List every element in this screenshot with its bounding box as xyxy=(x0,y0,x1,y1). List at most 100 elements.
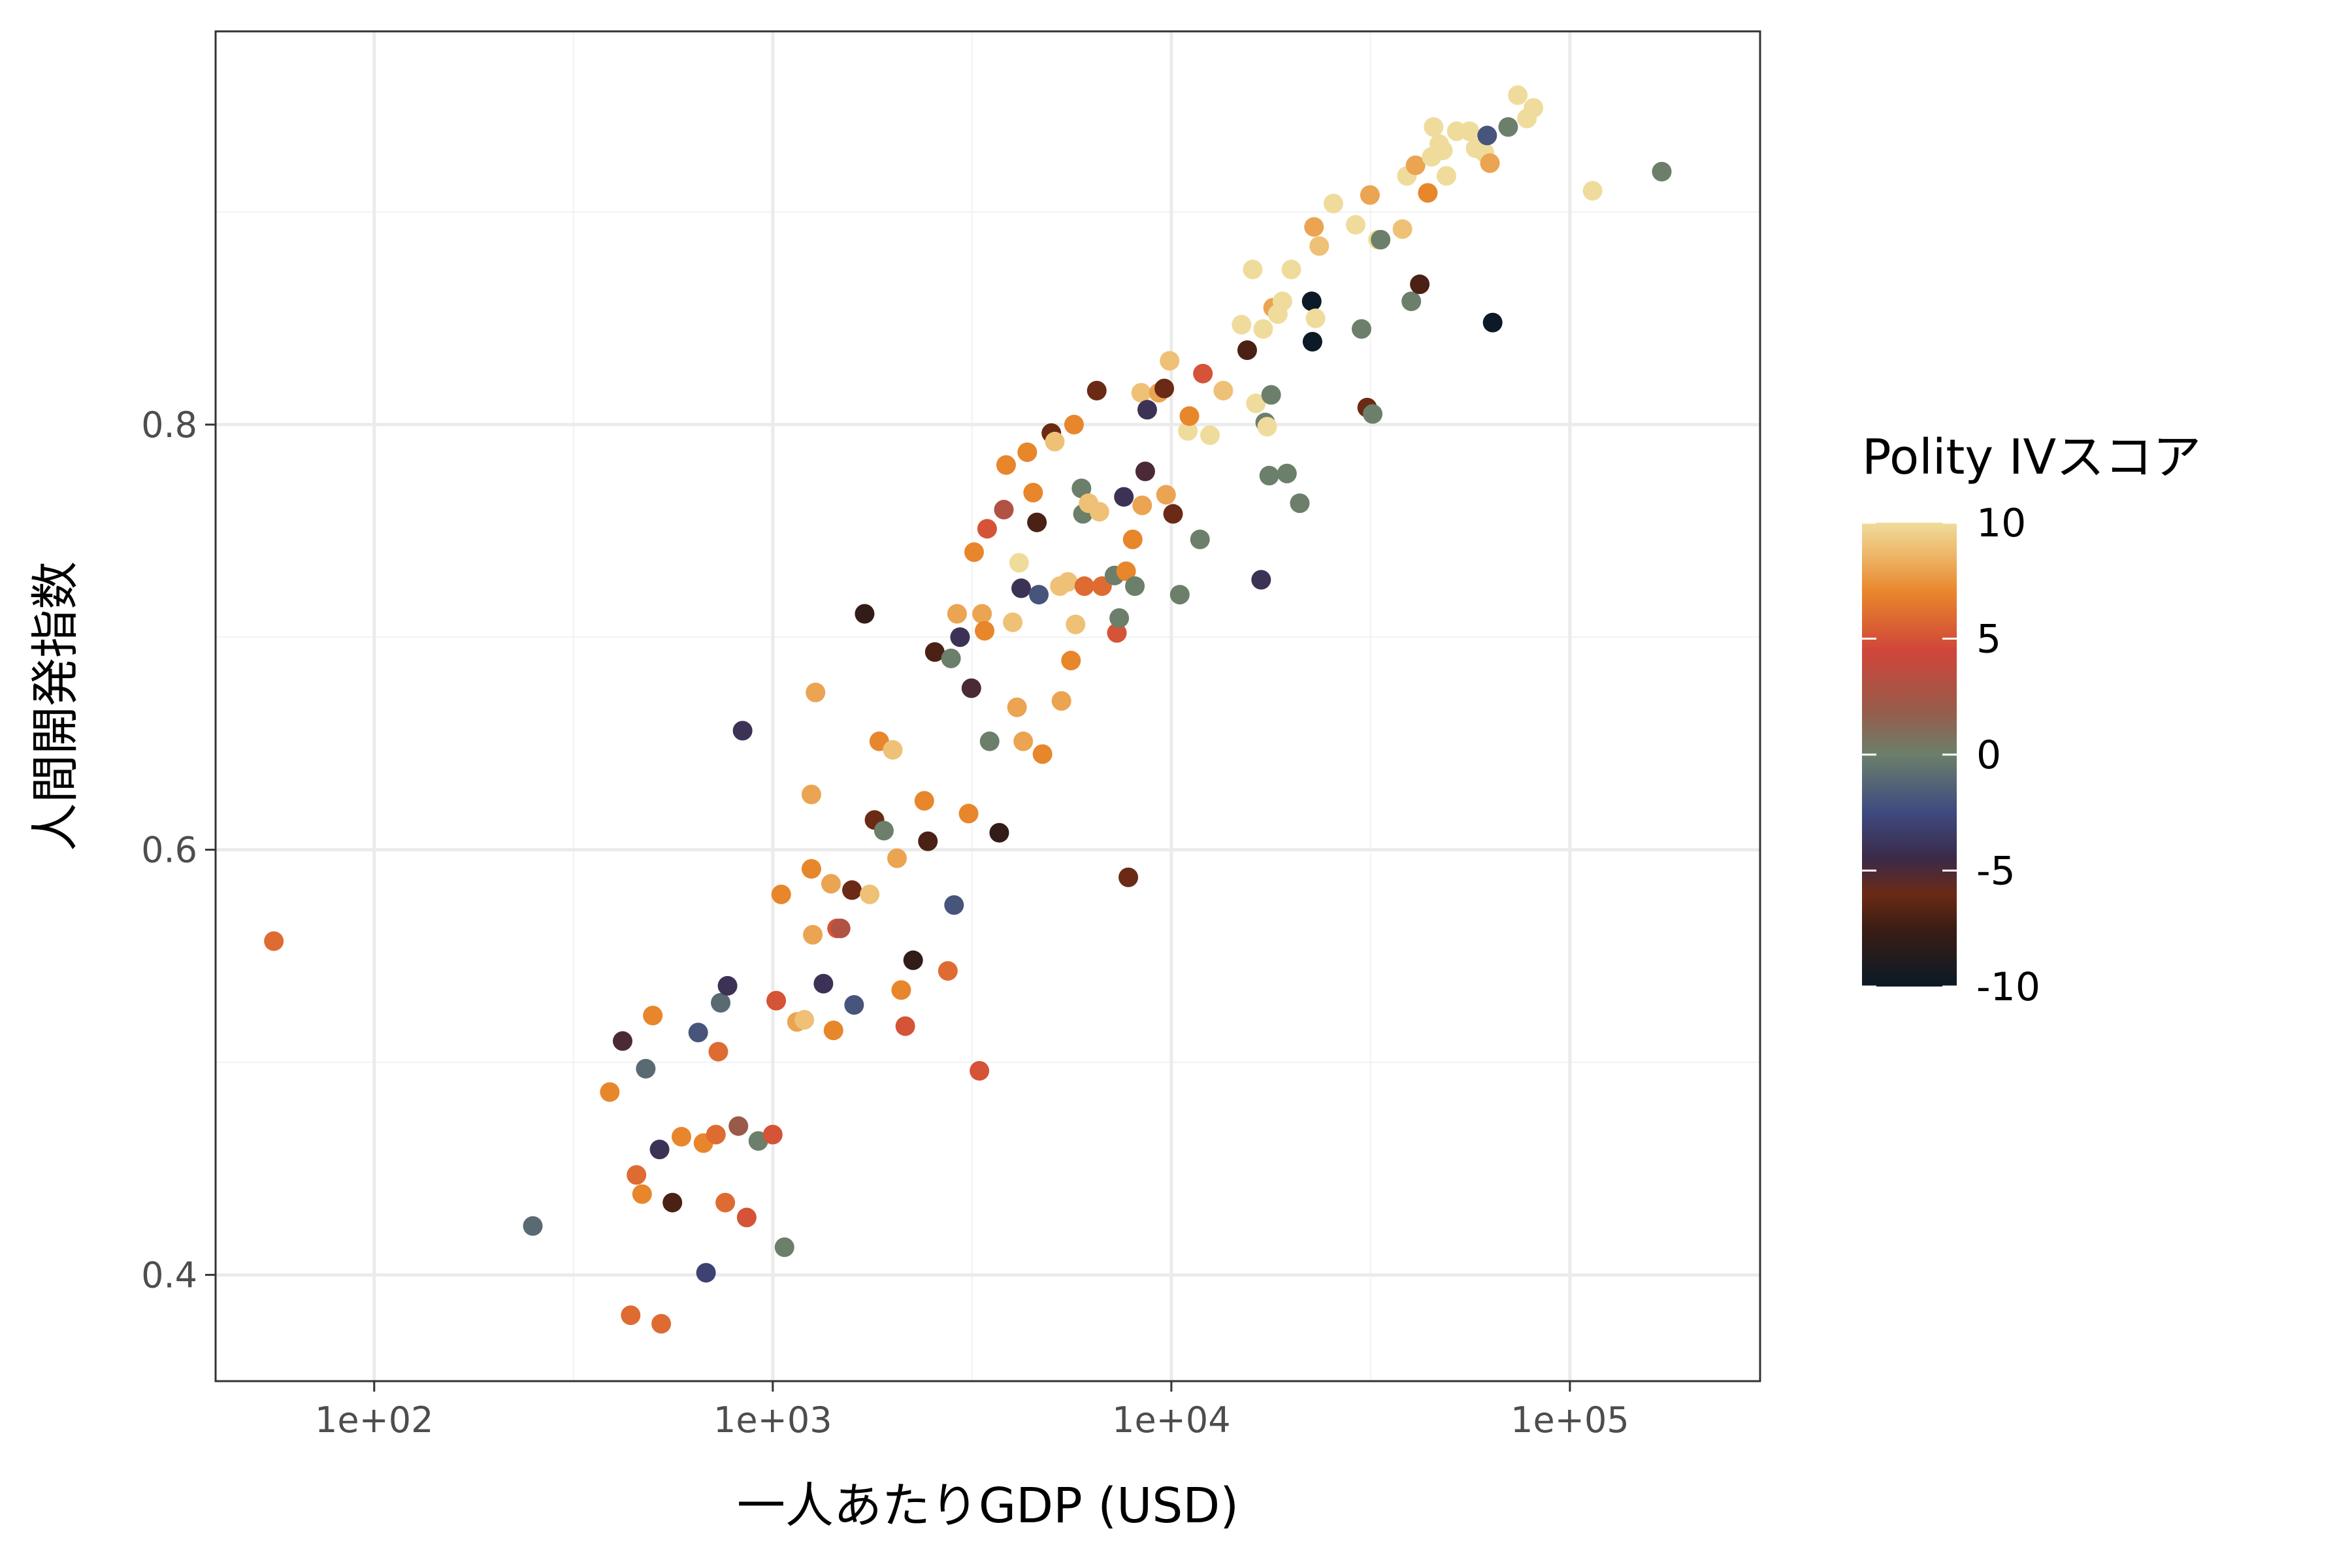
data-point xyxy=(1436,166,1456,186)
data-point xyxy=(1290,493,1310,514)
data-point xyxy=(821,874,841,894)
data-point xyxy=(970,1060,990,1081)
data-point xyxy=(523,1216,543,1236)
plot-border xyxy=(214,30,1761,1382)
points-layer xyxy=(264,85,1672,1334)
data-point xyxy=(891,980,911,1000)
data-point xyxy=(903,950,923,970)
legend-tick-label: -10 xyxy=(1976,964,2040,1010)
data-point xyxy=(1323,193,1343,214)
data-point xyxy=(1029,585,1049,605)
data-point xyxy=(842,880,862,900)
data-point xyxy=(975,621,995,641)
data-point xyxy=(1213,380,1233,400)
data-point xyxy=(1058,572,1078,592)
data-point xyxy=(941,648,961,668)
legend-tick-label: 0 xyxy=(1976,732,2001,778)
data-point xyxy=(1011,578,1032,598)
data-point xyxy=(632,1184,652,1204)
data-point xyxy=(1135,461,1155,482)
data-point xyxy=(627,1165,647,1185)
data-point xyxy=(1163,504,1183,524)
data-point xyxy=(1122,529,1143,549)
data-point xyxy=(1392,219,1413,239)
data-point xyxy=(736,1207,757,1228)
legend-tick-label: 10 xyxy=(1976,500,2026,546)
data-point xyxy=(1259,465,1279,485)
data-point xyxy=(972,604,992,624)
data-point xyxy=(1066,614,1086,634)
data-point xyxy=(914,791,934,811)
data-point xyxy=(1119,867,1139,887)
data-point xyxy=(958,804,979,824)
data-point xyxy=(708,1041,728,1062)
data-point xyxy=(1107,623,1127,643)
legend-title: Polity IVスコア xyxy=(1862,429,2201,485)
data-point xyxy=(938,961,958,981)
y-axis-title: 人間開発指数 xyxy=(27,561,84,851)
data-point xyxy=(1125,576,1145,596)
data-point xyxy=(1193,363,1213,384)
data-point xyxy=(1051,691,1071,711)
data-point xyxy=(1405,155,1426,175)
data-point xyxy=(944,895,964,915)
data-point xyxy=(1460,121,1480,141)
data-point xyxy=(1132,495,1152,515)
data-point xyxy=(715,1192,736,1213)
data-point xyxy=(1301,291,1322,312)
data-point xyxy=(1089,502,1109,522)
data-point xyxy=(1232,314,1252,335)
data-point xyxy=(1363,404,1383,424)
data-point xyxy=(1418,183,1438,203)
data-point xyxy=(1480,153,1500,173)
data-point xyxy=(643,1005,663,1026)
data-point xyxy=(1508,85,1528,105)
data-point xyxy=(696,1263,716,1283)
data-point xyxy=(874,821,894,841)
data-point xyxy=(1074,576,1094,596)
data-point xyxy=(728,1116,749,1136)
data-point xyxy=(823,1021,843,1041)
data-point xyxy=(688,1022,708,1043)
data-point xyxy=(801,858,821,879)
data-point xyxy=(1131,383,1151,403)
data-point xyxy=(1243,259,1263,280)
data-point xyxy=(1433,140,1453,161)
data-point xyxy=(732,721,753,741)
data-point xyxy=(1482,312,1503,333)
data-point xyxy=(989,823,1009,843)
plot-panel xyxy=(216,31,1760,1381)
data-point xyxy=(1023,483,1043,503)
data-point xyxy=(887,848,907,868)
data-point xyxy=(651,1314,672,1334)
axis-layer: 1e+02 1e+03 1e+04 1e+05 0.4 0.6 0.8 xyxy=(141,404,1629,1441)
data-point xyxy=(895,1016,915,1036)
legend-tick-label: -5 xyxy=(1976,849,2016,894)
data-point xyxy=(806,682,826,702)
data-point xyxy=(830,918,851,938)
data-point xyxy=(794,1009,815,1030)
data-point xyxy=(636,1058,656,1079)
legend: Polity IVスコア 10 5 0 -5 -10 xyxy=(1862,429,2201,1010)
data-point xyxy=(1305,308,1326,329)
data-point xyxy=(711,992,731,1013)
x-tick-label: 1e+02 xyxy=(315,1399,434,1441)
data-point xyxy=(1013,731,1034,751)
data-point xyxy=(1032,744,1053,764)
y-tick-label: 0.6 xyxy=(141,830,197,871)
data-point xyxy=(1272,291,1292,312)
data-point xyxy=(1156,485,1176,505)
data-point xyxy=(1137,400,1157,420)
data-point xyxy=(600,1082,620,1102)
data-point xyxy=(1160,351,1180,371)
data-point xyxy=(1003,612,1023,632)
data-point xyxy=(947,604,967,624)
data-point xyxy=(1309,236,1330,256)
data-point xyxy=(774,1237,794,1258)
data-point xyxy=(1345,215,1365,235)
data-point xyxy=(1064,414,1084,434)
data-point xyxy=(1169,585,1190,605)
data-point xyxy=(1351,319,1371,339)
data-point xyxy=(662,1192,683,1213)
data-point xyxy=(801,785,821,805)
